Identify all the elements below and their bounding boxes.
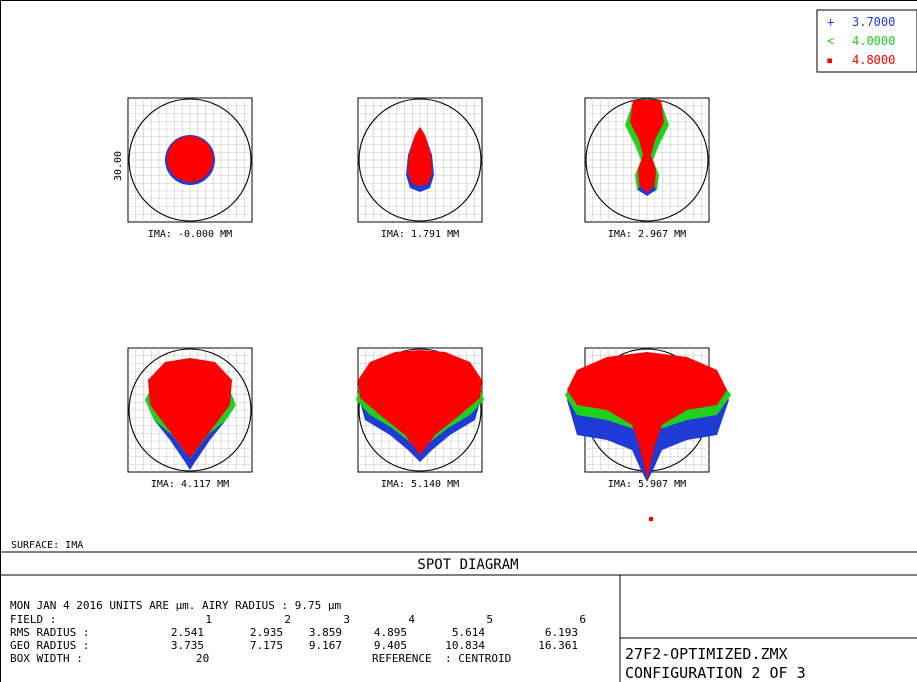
rms-radius-value: 6.193 (545, 626, 578, 639)
field-label: IMA: 4.117 MM (151, 479, 229, 490)
field-number: 6 (579, 613, 586, 626)
field-label: IMA: 2.967 MM (608, 229, 686, 240)
info-header: MON JAN 4 2016 UNITS ARE µm. AIRY RADIUS… (10, 599, 342, 612)
field-panel-5: IMA: 5.140 MM (356, 347, 484, 490)
field-label: IMA: 5.140 MM (381, 479, 459, 490)
field-row-label: FIELD : (10, 613, 56, 626)
field-panel-6: IMA: 5.907 MM (565, 347, 731, 521)
geo-radius-value: 7.175 (250, 639, 283, 652)
box-width-label: BOX WIDTH : (10, 652, 83, 665)
geo-row-label: GEO RADIUS : (10, 639, 89, 652)
spot-red (148, 358, 232, 458)
configuration-label: CONFIGURATION 2 OF 3 (625, 664, 806, 682)
rms-radius-value: 2.935 (250, 626, 283, 639)
rms-radius-value: 3.859 (309, 626, 342, 639)
field-panel-1: IMA: -0.000 MM (127, 97, 253, 240)
field-number: 5 (486, 613, 493, 626)
field-number: 1 (205, 613, 212, 626)
geo-values: 3.735 7.175 9.167 9.405 10.834 16.361 (171, 639, 578, 652)
stray-spot (649, 517, 653, 521)
legend: + 3.7000 < 4.0000 ▪ 4.8000 (816, 9, 917, 73)
airy-circle (128, 348, 252, 472)
file-name: 27F2-OPTIMIZED.ZMX (625, 645, 788, 663)
spot-red (358, 350, 482, 455)
field-panel-4: IMA: 4.117 MM (127, 347, 253, 490)
field-numbers: 1 2 3 4 5 6 (205, 613, 586, 626)
field-number: 2 (284, 613, 291, 626)
field-panel-3: IMA: 2.967 MM (584, 97, 710, 240)
airy-circle (128, 98, 252, 222)
geo-radius-value: 10.834 (445, 639, 485, 652)
legend-marker-1: + (827, 15, 834, 29)
field-number: 3 (343, 613, 350, 626)
rms-radius-value: 2.541 (171, 626, 204, 639)
legend-label-2: 4.0000 (852, 34, 895, 48)
field-number: 4 (408, 613, 415, 626)
airy-circle (585, 98, 709, 222)
spot-red (408, 127, 432, 186)
airy-circle (358, 348, 482, 472)
geo-radius-value: 16.361 (538, 639, 578, 652)
legend-label-1: 3.7000 (852, 15, 895, 29)
legend-label-3: 4.8000 (852, 53, 895, 67)
legend-marker-3: ▪ (826, 53, 833, 67)
box-width-value: 20 (196, 652, 209, 665)
spot-red (167, 136, 213, 182)
field-spots: IMA: -0.000 MM IMA: 1.791 MM IMA: 2.967 MM… (127, 97, 731, 521)
grid (358, 98, 482, 222)
scale-bar-label: 30.00 (113, 151, 124, 181)
rms-row-label: RMS RADIUS : (10, 626, 89, 639)
info-block: MON JAN 4 2016 UNITS ARE µm. AIRY RADIUS… (10, 599, 586, 665)
geo-radius-value: 3.735 (171, 639, 204, 652)
field-label: IMA: 5.907 MM (608, 479, 686, 490)
airy-circle (358, 98, 482, 222)
reference-value: : CENTROID (445, 652, 511, 665)
surface-label: SURFACE: IMA (11, 540, 83, 551)
field-label: IMA: -0.000 MM (148, 229, 232, 240)
rms-radius-value: 4.895 (374, 626, 407, 639)
geo-radius-value: 9.405 (374, 639, 407, 652)
legend-box (816, 9, 917, 73)
spot-red (630, 100, 664, 193)
legend-marker-2: < (827, 34, 834, 48)
rms-radius-value: 5.614 (452, 626, 485, 639)
geo-radius-value: 9.167 (309, 639, 342, 652)
field-label: IMA: 1.791 MM (381, 229, 459, 240)
spot-red (567, 352, 727, 480)
field-panel-2: IMA: 1.791 MM (357, 97, 483, 240)
reference-label: REFERENCE (372, 652, 432, 665)
chart-title: SPOT DIAGRAM (417, 557, 518, 573)
rms-values: 2.541 2.935 3.859 4.895 5.614 6.193 (171, 626, 578, 639)
